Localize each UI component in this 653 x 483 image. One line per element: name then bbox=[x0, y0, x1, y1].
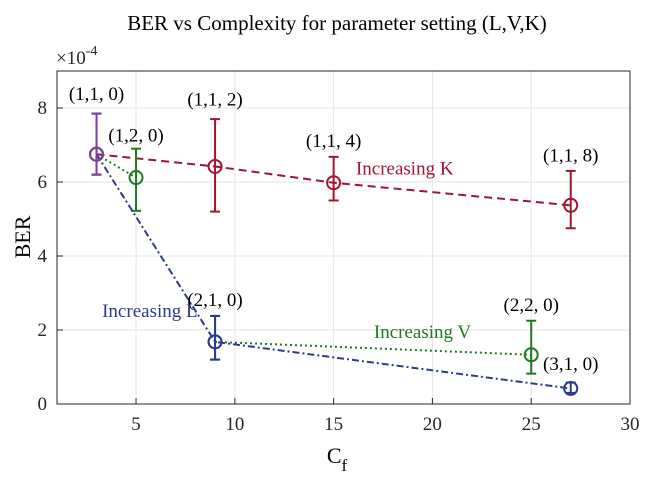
point-label: (1,1, 0) bbox=[69, 84, 124, 105]
data-point bbox=[207, 334, 223, 350]
annotations: Increasing K Increasing V Increasing L bbox=[102, 159, 471, 344]
data-point bbox=[326, 175, 342, 191]
y-tick-label: 2 bbox=[38, 320, 48, 341]
y-tick-label: 4 bbox=[38, 246, 48, 267]
y-multiplier-exponent: -4 bbox=[86, 44, 98, 59]
x-label-subscript: f bbox=[342, 456, 348, 475]
x-axis-label: Cf bbox=[327, 443, 348, 475]
annotation: Increasing V bbox=[374, 322, 472, 343]
point-label: (2,1, 0) bbox=[187, 290, 242, 311]
series-line bbox=[96, 153, 571, 207]
y-tick-label: 0 bbox=[38, 394, 48, 415]
x-tick-label: 15 bbox=[324, 414, 343, 435]
data-point bbox=[89, 146, 105, 162]
point-label: (1,1, 8) bbox=[543, 146, 598, 167]
series bbox=[89, 112, 105, 176]
x-tick-label: 30 bbox=[621, 414, 640, 435]
series-line bbox=[215, 340, 532, 356]
data-point bbox=[523, 347, 539, 363]
x-tick-label: 10 bbox=[225, 414, 244, 435]
point-label: (1,1, 2) bbox=[187, 89, 242, 110]
point-label: (2,2, 0) bbox=[504, 295, 559, 316]
data-point bbox=[563, 380, 579, 396]
axis-ticks: 5 10 15 20 25 30 0 2 4 6 8 bbox=[38, 98, 640, 435]
x-tick-label: 5 bbox=[131, 414, 141, 435]
x-tick-label: 20 bbox=[423, 414, 442, 435]
y-axis-multiplier: ×10-4 bbox=[56, 44, 97, 69]
point-labels: (1,1, 0) (1,2, 0) (1,1, 2) (1,1, 4) (1,1, 8)… bbox=[69, 84, 599, 375]
plot-area bbox=[56, 70, 631, 405]
y-tick-label: 6 bbox=[38, 172, 48, 193]
chart-title: BER vs Complexity for parameter setting … bbox=[127, 11, 547, 35]
data-point bbox=[563, 197, 579, 213]
series-layer bbox=[89, 112, 579, 396]
annotation: Increasing K bbox=[356, 159, 454, 180]
y-axis-label: BER bbox=[10, 215, 35, 258]
y-tick-label: 8 bbox=[38, 98, 48, 119]
annotation: Increasing L bbox=[102, 301, 197, 322]
point-label: (1,2, 0) bbox=[108, 125, 163, 146]
data-point bbox=[128, 170, 144, 186]
point-label: (1,1, 4) bbox=[306, 131, 361, 152]
y-multiplier-base: ×10 bbox=[56, 48, 86, 69]
point-label: (3,1, 0) bbox=[543, 354, 598, 375]
x-tick-label: 25 bbox=[522, 414, 541, 435]
data-point bbox=[207, 158, 223, 174]
x-label-main: C bbox=[327, 443, 342, 468]
